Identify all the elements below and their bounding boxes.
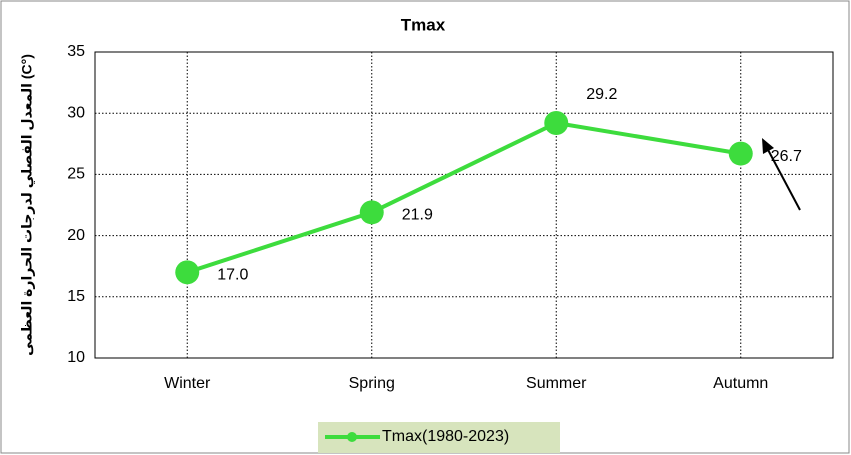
x-tick-label: Summer bbox=[526, 375, 587, 392]
data-label: 26.7 bbox=[771, 148, 802, 165]
y-tick-label: 35 bbox=[67, 43, 85, 60]
y-tick-label: 25 bbox=[67, 166, 85, 183]
point bbox=[728, 141, 753, 166]
arrow-head bbox=[762, 138, 774, 154]
point bbox=[175, 260, 200, 285]
legend-label: Tmax(1980-2023) bbox=[382, 428, 509, 445]
x-tick-label: Autumn bbox=[713, 375, 768, 392]
y-axis-label: المعدل الفصلي لدرجات الحرارة العظمى (C°) bbox=[19, 54, 36, 356]
plot: 10 15 20 25 30 35 Winter Spring Summer Autumn 17.0… bbox=[67, 43, 834, 445]
series-line bbox=[186, 120, 742, 275]
y-tick-label: 10 bbox=[67, 349, 85, 366]
point bbox=[544, 110, 569, 135]
plot-border bbox=[94, 51, 834, 359]
data-label: 21.9 bbox=[402, 207, 433, 224]
point bbox=[359, 200, 384, 225]
y-tick-label: 15 bbox=[67, 288, 85, 305]
chart-title: Tmax bbox=[401, 15, 446, 34]
legend-marker bbox=[347, 432, 357, 442]
x-tick-label: Winter bbox=[164, 375, 211, 392]
data-label: 29.2 bbox=[586, 86, 617, 103]
y-tick-label: 30 bbox=[67, 104, 85, 121]
y-tick-label: 20 bbox=[67, 227, 85, 244]
data-label: 17.0 bbox=[217, 267, 248, 284]
arrow bbox=[765, 145, 801, 211]
x-tick-label: Spring bbox=[349, 375, 395, 392]
